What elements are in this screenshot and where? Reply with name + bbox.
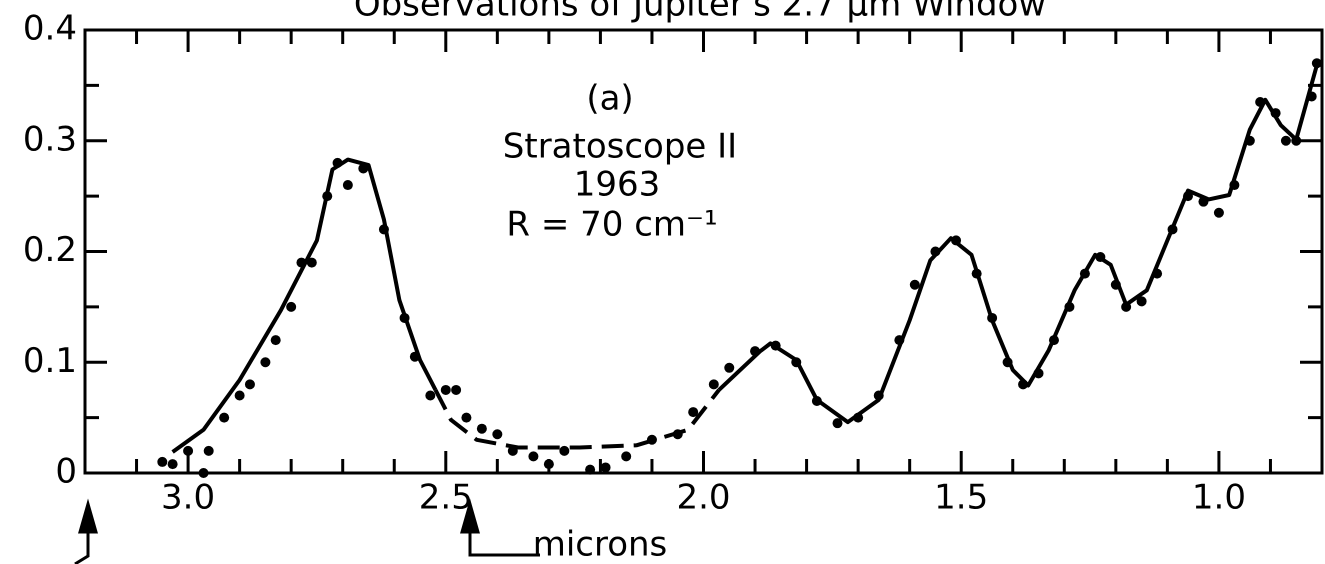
data-point: [708, 379, 719, 390]
data-point: [724, 362, 735, 373]
data-point: [832, 418, 843, 429]
data-point: [1291, 135, 1302, 146]
data-point: [971, 268, 982, 279]
data-point: [894, 335, 905, 346]
data-point: [322, 191, 333, 202]
x-tick-label: 2.5: [419, 478, 473, 518]
data-point: [1255, 96, 1266, 107]
data-point: [167, 459, 178, 470]
x-tick-label: 1.5: [934, 478, 988, 518]
y-tick-label: 0: [55, 452, 77, 492]
data-point: [1033, 368, 1044, 379]
data-point: [909, 279, 920, 290]
data-point: [672, 429, 683, 440]
data-point: [1079, 268, 1090, 279]
y-tick-label: 0.2: [23, 230, 77, 270]
data-point: [1198, 196, 1209, 207]
data-point: [1064, 301, 1075, 312]
arrow-head: [78, 498, 98, 534]
data-point: [425, 390, 436, 401]
data-point: [770, 340, 781, 351]
arrow: [468, 530, 540, 557]
data-point: [244, 379, 255, 390]
y-tick-label: 0.1: [23, 341, 77, 381]
data-point: [1280, 135, 1291, 146]
y-tick-label: 0.3: [23, 119, 77, 159]
data-point: [1136, 296, 1147, 307]
data-point: [688, 407, 699, 418]
data-point: [1213, 207, 1224, 218]
data-point: [1244, 135, 1255, 146]
data-point: [234, 390, 245, 401]
y-tick-label: 0.4: [23, 9, 77, 49]
data-point: [358, 163, 369, 174]
chart-title: Observations of Jupiter's 2.7 μm Window: [354, 0, 1046, 25]
data-point: [750, 346, 761, 357]
data-point: [286, 301, 297, 312]
data-point: [440, 384, 451, 395]
data-point: [260, 357, 271, 368]
data-point: [378, 224, 389, 235]
data-point: [811, 396, 822, 407]
data-point: [399, 312, 410, 323]
data-point: [528, 451, 539, 462]
data-point: [600, 462, 611, 473]
data-point: [585, 464, 596, 475]
data-point: [270, 335, 281, 346]
x-tick-label: 3.0: [161, 478, 215, 518]
data-point: [219, 412, 230, 423]
fit-curve: [171, 64, 1319, 454]
annotation: Stratoscope II: [503, 127, 737, 167]
data-point: [1306, 91, 1317, 102]
data-point: [183, 445, 194, 456]
data-point: [198, 468, 209, 478]
data-point: [1110, 279, 1121, 290]
arrow: [74, 530, 90, 564]
data-point: [306, 257, 317, 268]
data-point: [157, 456, 168, 467]
data-point: [1182, 191, 1193, 202]
data-point: [1002, 357, 1013, 368]
data-point: [332, 157, 343, 168]
data-point: [1121, 301, 1132, 312]
data-point: [451, 384, 462, 395]
data-point: [507, 445, 518, 456]
data-point: [1311, 58, 1322, 69]
data-point: [1095, 252, 1106, 263]
x-axis-label: microns: [533, 525, 668, 564]
data-point: [1018, 379, 1029, 390]
data-point: [1152, 268, 1163, 279]
data-point: [203, 445, 214, 456]
annotation: 1963: [574, 165, 661, 205]
data-point: [930, 246, 941, 257]
data-point: [409, 351, 420, 362]
annotation: R = 70 cm⁻¹: [506, 205, 717, 245]
data-point: [873, 390, 884, 401]
data-point: [296, 257, 307, 268]
x-tick-label: 1.0: [1192, 478, 1246, 518]
annotation: (a): [586, 79, 633, 119]
x-tick-label: 2.0: [676, 478, 730, 518]
data-point: [1048, 335, 1059, 346]
data-point: [476, 423, 487, 434]
plot-frame: [83, 28, 1324, 475]
data-point: [1229, 180, 1240, 191]
data-point: [543, 459, 554, 470]
data-point: [492, 429, 503, 440]
data-point: [646, 434, 657, 445]
data-point: [791, 357, 802, 368]
data-point: [853, 412, 864, 423]
data-point: [1167, 224, 1178, 235]
data-point: [559, 445, 570, 456]
data-point: [951, 235, 962, 246]
data-point: [1270, 108, 1281, 119]
data-point: [987, 312, 998, 323]
arrows: [74, 498, 540, 564]
data-point: [461, 412, 472, 423]
data-point: [621, 451, 632, 462]
data-point: [342, 180, 353, 191]
arrow-head: [460, 498, 480, 534]
